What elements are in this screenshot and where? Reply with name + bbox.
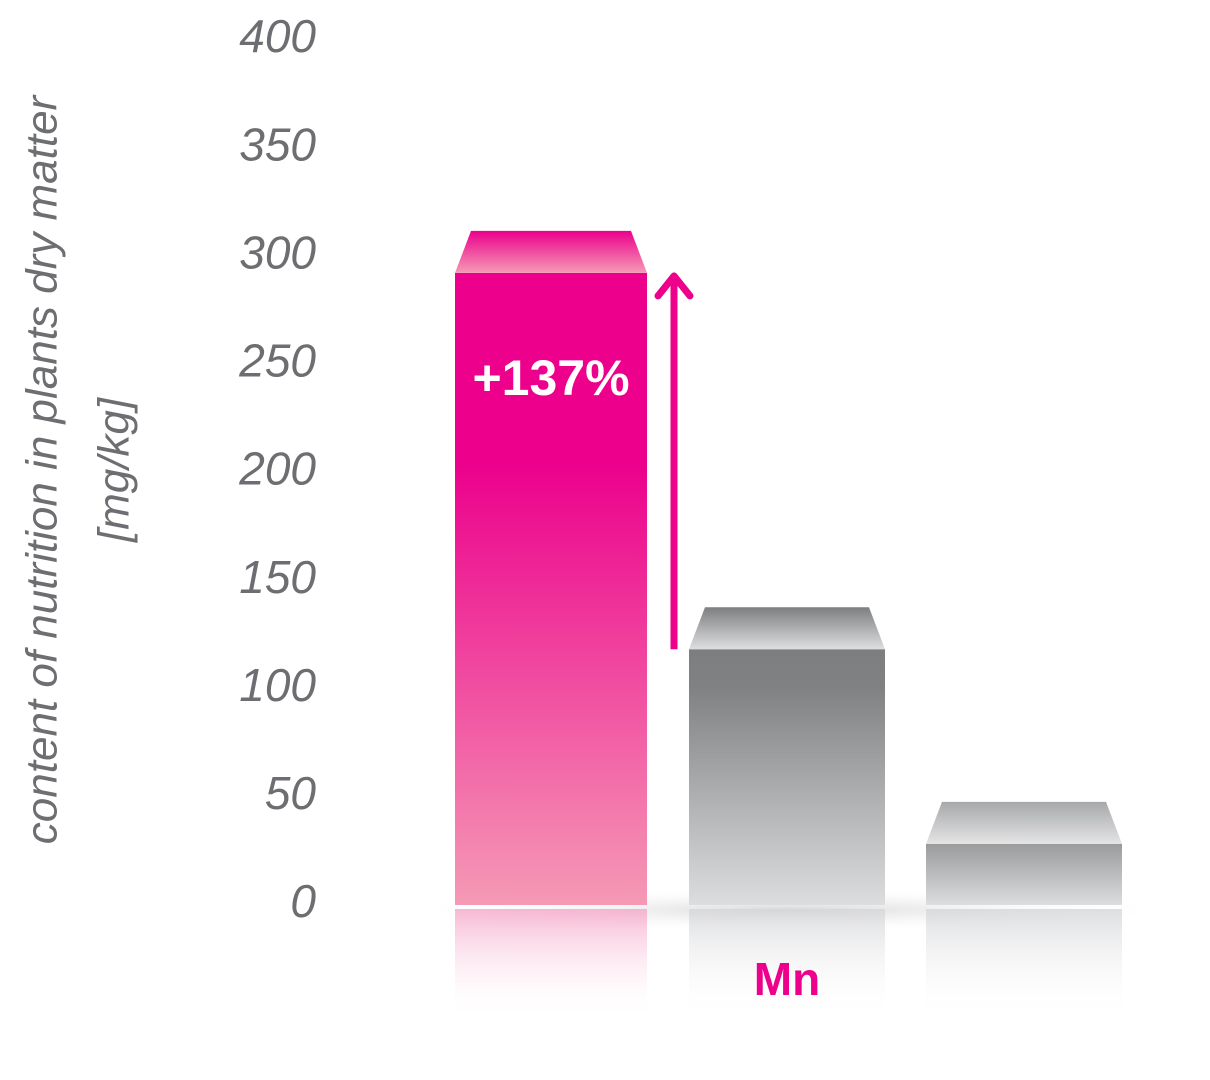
bar-reflection — [455, 909, 647, 1019]
bar-reflection — [926, 909, 1122, 1019]
bar — [455, 230, 647, 905]
y-tick-label: 350 — [239, 118, 316, 170]
growth-arrow-head — [654, 272, 694, 300]
bar — [689, 607, 885, 905]
bar-front — [926, 843, 1122, 905]
y-tick-label: 100 — [239, 659, 316, 711]
bar — [926, 801, 1122, 905]
y-axis-label-line: [mg/kg] — [90, 396, 139, 543]
y-tick-label: 150 — [239, 551, 316, 603]
x-tick-label: Mn — [754, 953, 820, 1005]
y-tick-label: 0 — [290, 875, 316, 927]
y-axis-label: content of nutrition in plants dry matte… — [18, 93, 139, 844]
y-tick-label: 300 — [239, 226, 316, 278]
bar-cap — [926, 801, 1122, 844]
y-tick-label: 200 — [238, 443, 316, 495]
y-tick-label: 250 — [238, 335, 316, 387]
y-axis-label-line: content of nutrition in plants dry matte… — [18, 93, 67, 844]
bar-reflection — [689, 909, 885, 1019]
bar-cap — [689, 607, 885, 650]
y-tick-label: 50 — [265, 767, 317, 819]
y-tick-label: 400 — [239, 10, 316, 62]
annotation: +137% — [472, 350, 629, 406]
bar-front — [455, 272, 647, 905]
bar-cap — [455, 230, 647, 273]
bar-front — [689, 649, 885, 905]
